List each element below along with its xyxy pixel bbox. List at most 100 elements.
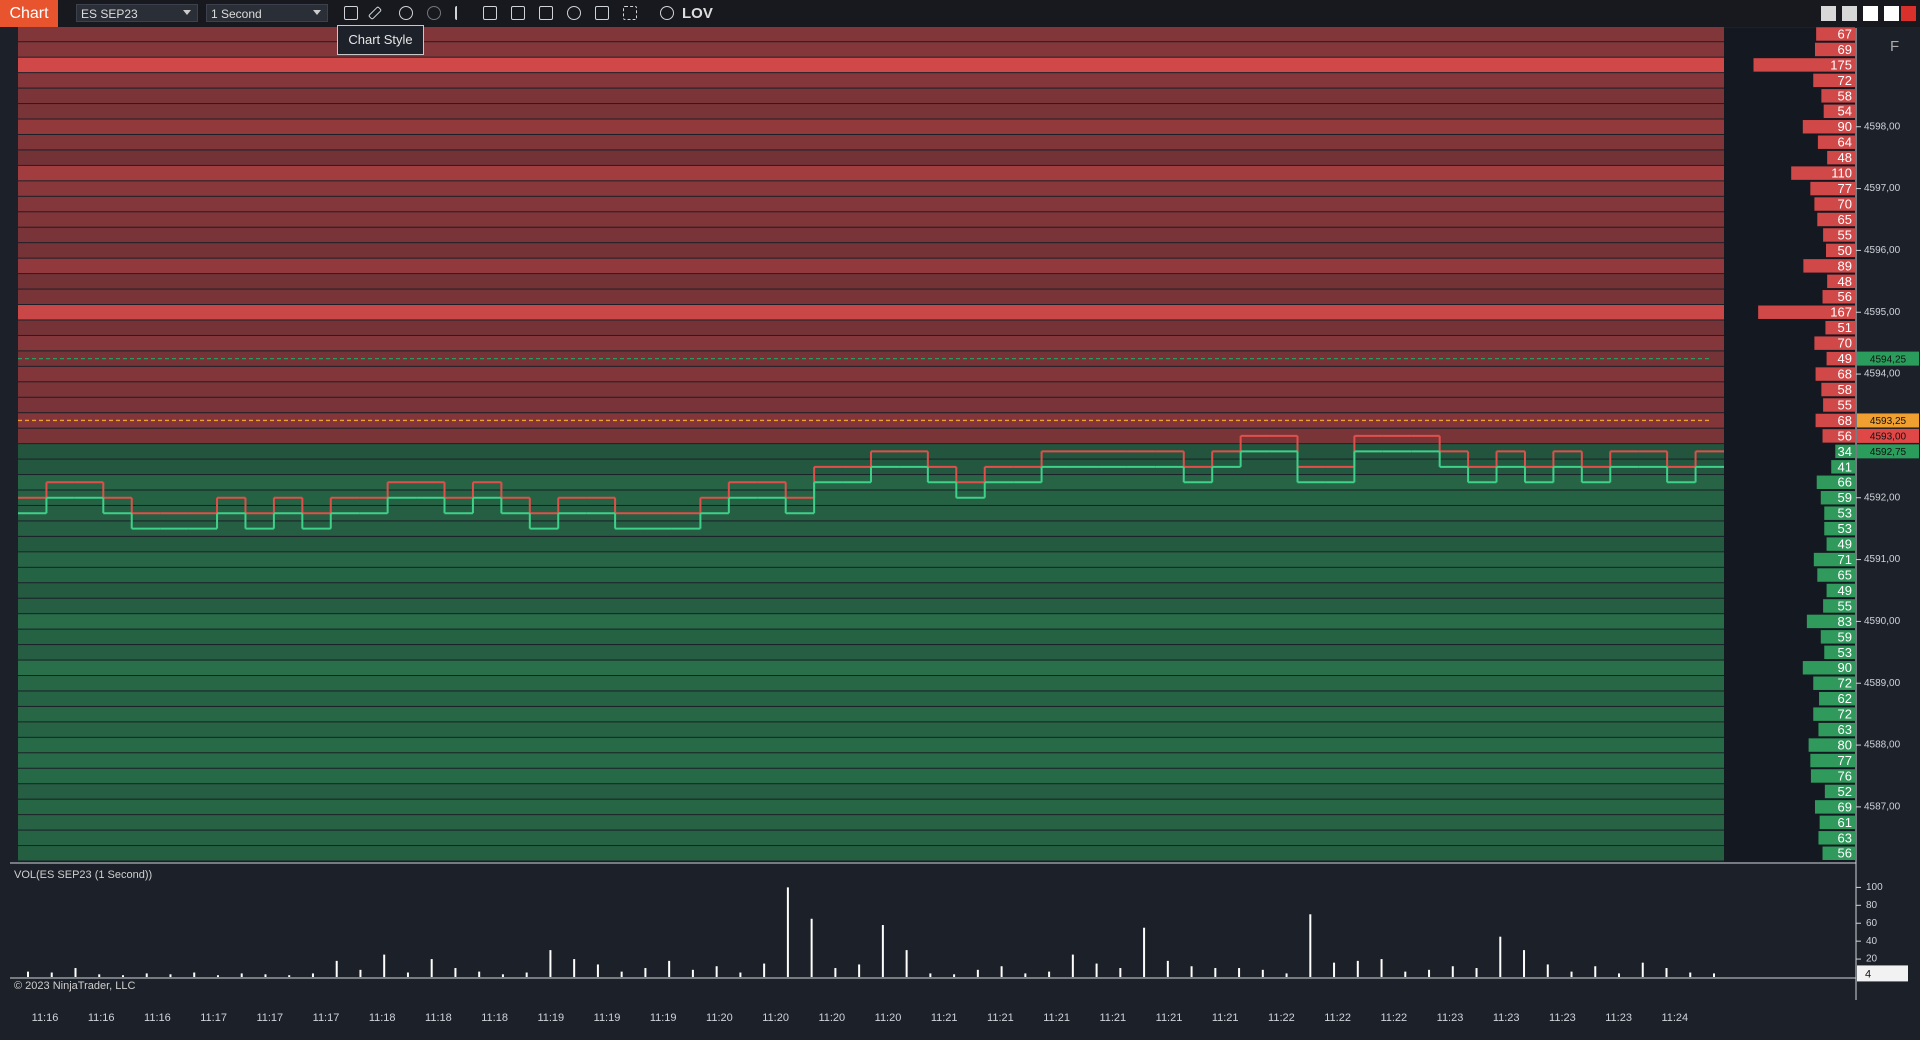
heatmap-row bbox=[18, 660, 1724, 676]
price-marker-label: 4594,25 bbox=[1870, 354, 1907, 365]
heatmap-row bbox=[18, 753, 1724, 768]
ladder-bar bbox=[1817, 212, 1855, 227]
ladder-volume: 41 bbox=[1838, 459, 1852, 474]
draw-icon[interactable] bbox=[367, 5, 383, 21]
ladder-volume: 90 bbox=[1838, 119, 1852, 134]
app-label[interactable]: Chart bbox=[0, 0, 58, 27]
ladder-bar bbox=[1824, 506, 1855, 520]
heatmap-row bbox=[18, 598, 1724, 614]
ladder-bar bbox=[1823, 599, 1855, 613]
ladder-volume: 69 bbox=[1838, 799, 1852, 814]
heatmap-row bbox=[18, 768, 1724, 784]
ladder-volume: 63 bbox=[1838, 722, 1852, 737]
price-marker bbox=[1857, 428, 1919, 443]
ladder-volume: 58 bbox=[1838, 88, 1852, 103]
heatmap-row bbox=[18, 629, 1724, 645]
ladder-bar bbox=[1826, 583, 1855, 598]
zoom-out-icon[interactable] bbox=[427, 6, 441, 20]
heatmap-row bbox=[18, 583, 1724, 598]
ladder-bar bbox=[1822, 846, 1855, 860]
ladder-volume: 72 bbox=[1838, 676, 1852, 691]
ladder-volume: 70 bbox=[1838, 196, 1852, 211]
ladder-volume: 59 bbox=[1838, 490, 1852, 505]
ladder-bar bbox=[1823, 398, 1855, 412]
list-icon[interactable] bbox=[623, 6, 637, 20]
heatmap-row bbox=[18, 676, 1724, 691]
ladder-volume: 48 bbox=[1838, 150, 1852, 165]
heatmap-row bbox=[18, 119, 1724, 134]
heatmap-row bbox=[18, 150, 1724, 165]
last-value-box bbox=[1857, 965, 1908, 982]
properties-icon[interactable] bbox=[511, 6, 525, 20]
ladder-bar bbox=[1815, 367, 1855, 381]
heatmap-row bbox=[18, 26, 1724, 42]
ladder-volume: 64 bbox=[1838, 135, 1852, 150]
close-button[interactable] bbox=[1901, 6, 1916, 21]
restore-button[interactable] bbox=[1884, 6, 1899, 21]
x-tick-label: 11:22 bbox=[1268, 1012, 1295, 1024]
chart-style-icon[interactable] bbox=[344, 6, 358, 20]
window-button[interactable] bbox=[1821, 6, 1836, 21]
ladder-bar bbox=[1826, 537, 1855, 551]
y-tick-label: 4597,00 bbox=[1864, 183, 1901, 194]
side-button[interactable]: F bbox=[1890, 38, 1900, 55]
ladder-bar bbox=[1813, 552, 1855, 567]
heatmap-row bbox=[18, 737, 1724, 753]
y-tick-label: 4594,00 bbox=[1864, 369, 1901, 380]
select-icon[interactable] bbox=[455, 6, 469, 20]
ladder-volume: 49 bbox=[1838, 351, 1852, 366]
y-tick-label: 4592,00 bbox=[1864, 492, 1901, 503]
templates-icon[interactable] bbox=[595, 6, 609, 20]
ladder-volume: 50 bbox=[1838, 243, 1852, 258]
strategies-icon[interactable] bbox=[567, 6, 581, 20]
heatmap-row bbox=[18, 305, 1724, 320]
ladder-volume: 89 bbox=[1838, 258, 1852, 273]
last-value-label: 4 bbox=[1865, 968, 1871, 980]
interval-select[interactable]: 1 Second bbox=[206, 4, 328, 22]
toolbar: Chart ES SEP23 1 Second LOV bbox=[0, 0, 1920, 27]
workspace-icon bbox=[660, 6, 674, 20]
heatmap-row bbox=[18, 212, 1724, 227]
ladder-volume: 77 bbox=[1838, 181, 1852, 196]
window-button[interactable] bbox=[1842, 6, 1857, 21]
ladder-volume: 167 bbox=[1830, 305, 1852, 320]
ladder-bar bbox=[1825, 320, 1855, 335]
x-tick-label: 11:18 bbox=[369, 1012, 396, 1024]
y-tick-label: 4591,00 bbox=[1864, 554, 1901, 565]
price-marker-label: 4593,00 bbox=[1870, 432, 1907, 443]
workspace-name[interactable]: LOV bbox=[682, 5, 713, 22]
heatmap-row bbox=[18, 397, 1724, 413]
heatmap-row bbox=[18, 289, 1724, 305]
heatmap-row bbox=[18, 88, 1724, 104]
heatmap-row bbox=[18, 567, 1724, 583]
minimize-button[interactable] bbox=[1863, 6, 1878, 21]
ladder-bar bbox=[1827, 274, 1855, 289]
x-tick-label: 11:21 bbox=[1156, 1012, 1183, 1024]
ladder-bar bbox=[1826, 243, 1855, 258]
ladder-bar bbox=[1818, 722, 1855, 737]
ladder-volume: 58 bbox=[1838, 382, 1852, 397]
data-box-icon[interactable] bbox=[483, 6, 497, 20]
ladder-bar bbox=[1791, 166, 1855, 180]
instrument-select[interactable]: ES SEP23 bbox=[76, 4, 198, 22]
ladder-bar bbox=[1814, 800, 1855, 814]
x-tick-label: 11:18 bbox=[481, 1012, 508, 1024]
x-tick-label: 11:21 bbox=[1099, 1012, 1126, 1024]
zoom-in-icon[interactable] bbox=[399, 6, 413, 20]
x-tick-label: 11:19 bbox=[537, 1012, 564, 1024]
y-tick-label: 4595,00 bbox=[1864, 307, 1901, 318]
ladder-volume: 66 bbox=[1838, 475, 1852, 490]
ladder-volume: 76 bbox=[1838, 768, 1852, 783]
ladder-volume: 62 bbox=[1838, 691, 1852, 706]
y-tick-label: 80 bbox=[1866, 900, 1878, 911]
ladder-volume: 68 bbox=[1838, 413, 1852, 428]
heatmap-row bbox=[18, 784, 1724, 799]
ladder-volume: 34 bbox=[1838, 444, 1852, 459]
ladder-bar bbox=[1826, 351, 1855, 366]
price-marker-label: 4592,75 bbox=[1870, 447, 1907, 458]
ladder-bar bbox=[1824, 645, 1855, 660]
ladder-bar bbox=[1835, 444, 1855, 459]
heatmap-row bbox=[18, 413, 1724, 428]
heatmap-row bbox=[18, 104, 1724, 119]
indicators-icon[interactable] bbox=[539, 6, 553, 20]
